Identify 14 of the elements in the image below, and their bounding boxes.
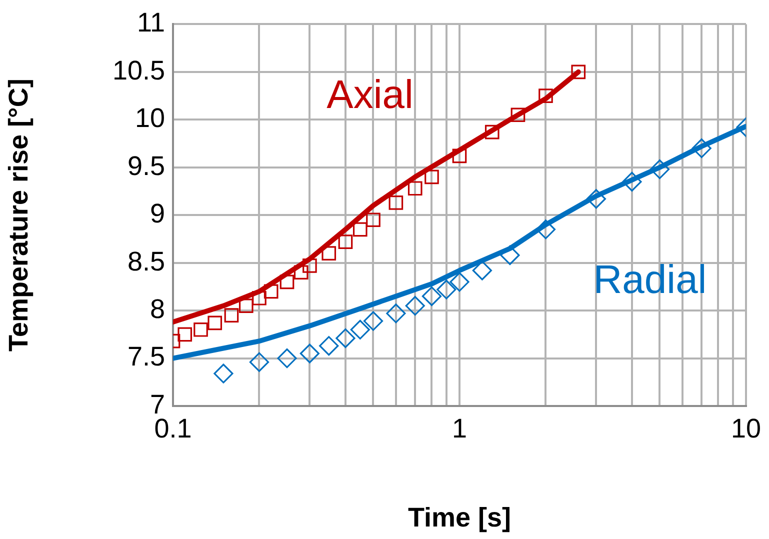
- x-tick-label: 1: [452, 414, 468, 444]
- y-tick-label: 9: [150, 198, 165, 229]
- y-tick-label: 9.5: [127, 150, 165, 181]
- y-tick-label: 11: [136, 8, 165, 38]
- y-tick-label: 10: [134, 103, 165, 134]
- y-tick-label: 8.5: [127, 246, 165, 276]
- y-tick-label: 8: [150, 294, 165, 324]
- x-axis-title: Time [s]: [408, 502, 512, 532]
- y-tick-label: 10.5: [112, 55, 165, 86]
- y-tick-label: 7.5: [127, 342, 165, 372]
- series-label: Axial: [326, 73, 414, 118]
- x-tick-label: 10: [730, 414, 762, 444]
- series-label: Radial: [593, 258, 707, 302]
- y-axis-title: Temperature rise [°C]: [4, 78, 34, 352]
